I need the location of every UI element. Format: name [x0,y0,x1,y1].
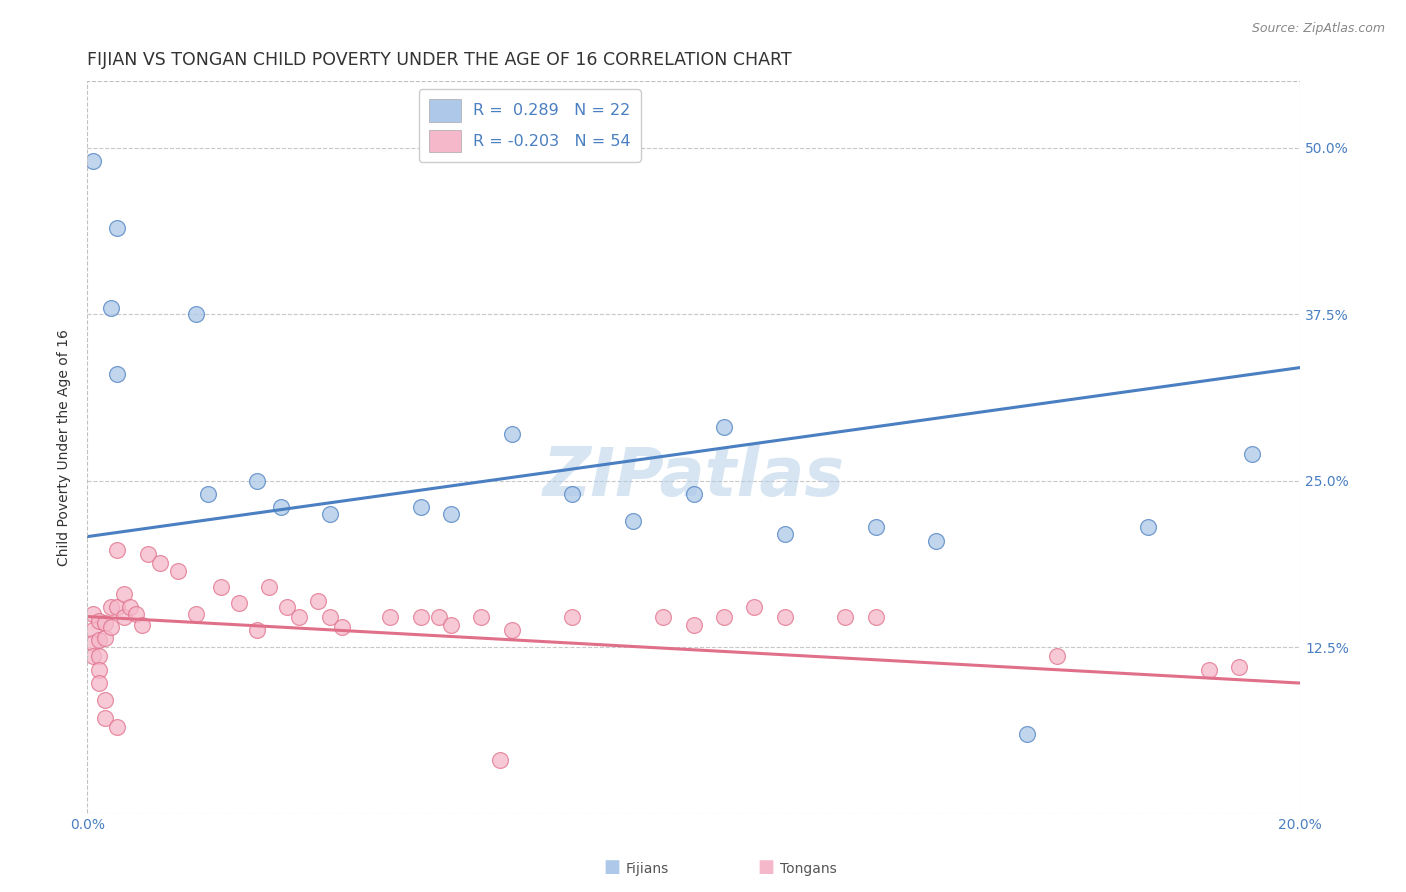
Legend: R =  0.289   N = 22, R = -0.203   N = 54: R = 0.289 N = 22, R = -0.203 N = 54 [419,89,641,161]
Point [561,609,583,624]
Point [319,609,342,624]
Point [107,720,129,734]
Point [1046,649,1069,664]
Point [319,507,342,521]
Text: ■: ■ [758,858,775,876]
Point [773,527,796,541]
Point [380,609,402,624]
Point [246,623,269,637]
Point [501,623,523,637]
Point [89,663,111,677]
Point [257,580,280,594]
Point [652,609,675,624]
Point [288,609,311,624]
Point [330,620,353,634]
Text: FIJIAN VS TONGAN CHILD POVERTY UNDER THE AGE OF 16 CORRELATION CHART: FIJIAN VS TONGAN CHILD POVERTY UNDER THE… [87,51,792,69]
Point [136,547,159,561]
Text: ■: ■ [603,858,620,876]
Point [118,600,141,615]
Point [100,600,122,615]
Point [307,593,329,607]
Point [1198,663,1220,677]
Point [186,607,208,621]
Point [149,556,172,570]
Point [107,368,129,382]
Point [440,617,463,632]
Point [94,631,117,645]
Point [112,609,135,624]
Text: Tongans: Tongans [780,862,837,876]
Point [1240,447,1263,461]
Point [742,600,765,615]
Point [427,609,450,624]
Text: ZIPatlаs: ZIPatlаs [543,443,845,509]
Point [89,633,111,648]
Point [228,596,250,610]
Point [82,154,104,169]
Point [713,420,735,434]
Point [82,607,104,621]
Point [112,587,135,601]
Point [1137,520,1160,534]
Point [82,636,104,650]
Point [197,487,219,501]
Point [246,474,269,488]
Point [1229,660,1251,674]
Point [131,617,153,632]
Point [107,543,129,558]
Point [1017,726,1039,740]
Point [773,609,796,624]
Point [107,220,129,235]
Point [561,487,583,501]
Point [94,616,117,631]
Point [186,307,208,321]
Point [100,620,122,634]
Point [440,507,463,521]
Point [89,676,111,690]
Point [501,427,523,442]
Point [107,600,129,615]
Text: Fijians: Fijians [626,862,669,876]
Point [713,609,735,624]
Point [865,520,887,534]
Point [100,301,122,315]
Point [167,564,190,578]
Point [82,649,104,664]
Point [682,487,704,501]
Text: Source: ZipAtlas.com: Source: ZipAtlas.com [1251,22,1385,36]
Point [89,614,111,628]
Point [834,609,856,624]
Y-axis label: Child Poverty Under the Age of 16: Child Poverty Under the Age of 16 [58,329,72,566]
Point [470,609,492,624]
Point [89,649,111,664]
Point [270,500,292,515]
Point [865,609,887,624]
Point [94,711,117,725]
Point [82,623,104,637]
Point [621,514,644,528]
Point [209,580,232,594]
Point [682,617,704,632]
Point [94,693,117,707]
Point [488,753,510,767]
Point [925,533,948,548]
Point [409,609,432,624]
Point [276,600,298,615]
Point [409,500,432,515]
Point [124,607,146,621]
